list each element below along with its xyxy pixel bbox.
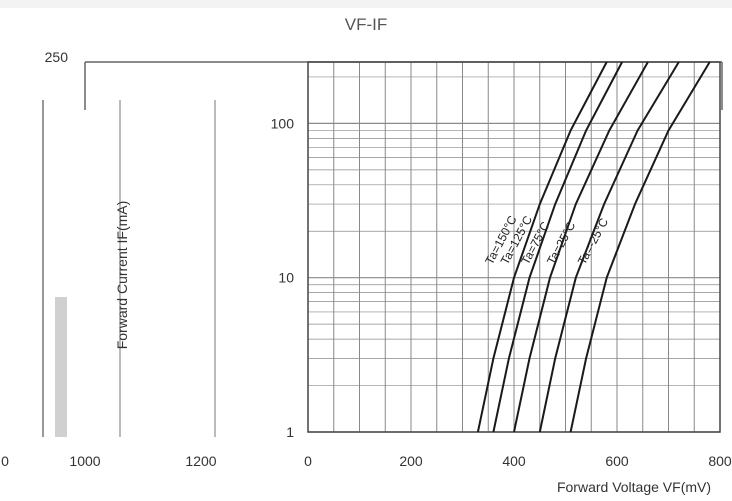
y-axis-label: Forward Current IF(mA) — [114, 201, 130, 350]
curve-series-4 — [569, 61, 711, 433]
curve-series-3 — [538, 61, 680, 433]
curve-series-1 — [492, 61, 623, 433]
ghost-tick-1000: 1000 — [69, 453, 100, 469]
y-tick-label: 10 — [278, 270, 294, 286]
x-tick-label: 600 — [605, 453, 629, 469]
chart-curves — [476, 61, 711, 433]
ghost-bar — [55, 297, 67, 437]
x-tick-label: 800 — [708, 453, 732, 469]
curve-series-2 — [513, 61, 649, 433]
chart-curve-labels: Ta=150°CTa=125°CTa=75°CTa=25°CTa=-25°C — [482, 213, 611, 267]
x-axis-label: Forward Voltage VF(mV) — [557, 479, 711, 495]
x-tick-labels: 0 200 400 600 800 — [304, 453, 732, 469]
ghost-chart-layer: 1000 1200 0 — [0, 0, 732, 469]
x-tick-label: 400 — [502, 453, 526, 469]
ghost-tick-1200: 1200 — [185, 453, 216, 469]
y-tick-labels: 1 10 100 250 — [45, 49, 295, 440]
x-tick-label: 200 — [399, 453, 423, 469]
y-tick-label: 1 — [286, 424, 294, 440]
curve-series-0 — [476, 61, 608, 433]
x-tick-label: 0 — [304, 453, 312, 469]
y-tick-label: 250 — [45, 49, 69, 65]
ghost-tick-0: 0 — [1, 453, 9, 469]
y-tick-label: 100 — [271, 115, 295, 131]
curve-label-4: Ta=-25°C — [575, 215, 611, 266]
chart-title: VF-IF — [345, 15, 388, 34]
